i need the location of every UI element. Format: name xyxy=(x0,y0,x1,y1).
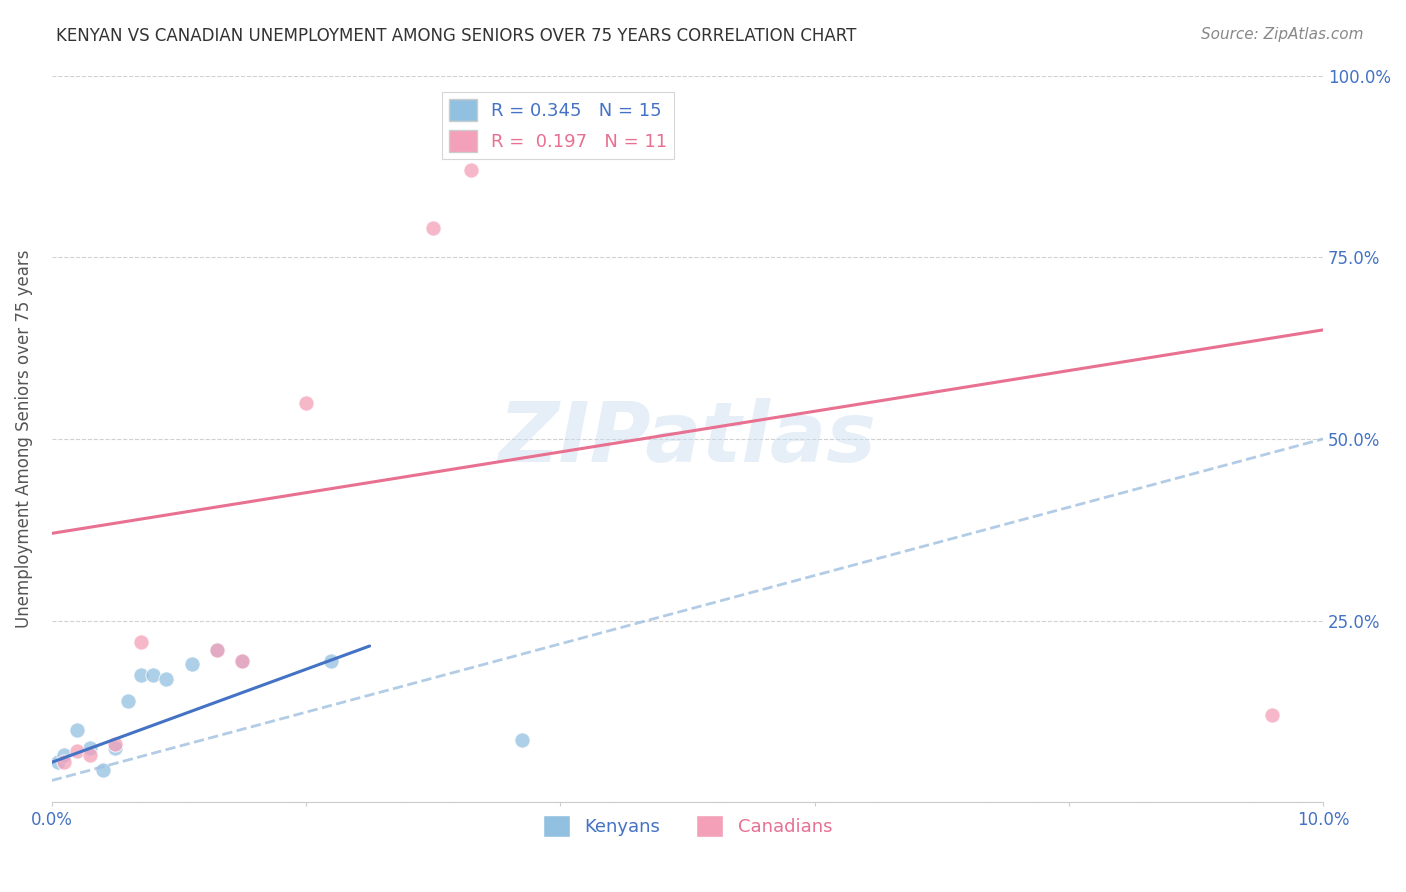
Text: Source: ZipAtlas.com: Source: ZipAtlas.com xyxy=(1201,27,1364,42)
Point xyxy=(66,744,89,758)
Point xyxy=(46,756,69,770)
Point xyxy=(79,740,101,755)
Point xyxy=(460,163,482,178)
Point xyxy=(104,740,127,755)
Point xyxy=(129,668,152,682)
Point xyxy=(53,747,76,762)
Point xyxy=(79,747,101,762)
Text: KENYAN VS CANADIAN UNEMPLOYMENT AMONG SENIORS OVER 75 YEARS CORRELATION CHART: KENYAN VS CANADIAN UNEMPLOYMENT AMONG SE… xyxy=(56,27,856,45)
Point xyxy=(422,221,444,235)
Point xyxy=(104,737,127,751)
Point xyxy=(66,723,89,737)
Point xyxy=(142,668,165,682)
Point xyxy=(510,733,533,747)
Point xyxy=(231,654,253,668)
Y-axis label: Unemployment Among Seniors over 75 years: Unemployment Among Seniors over 75 years xyxy=(15,250,32,628)
Point xyxy=(91,763,114,777)
Point xyxy=(231,654,253,668)
Point xyxy=(1261,708,1284,723)
Text: ZIPatlas: ZIPatlas xyxy=(499,399,876,479)
Point xyxy=(295,395,318,409)
Point xyxy=(155,672,177,686)
Point xyxy=(321,654,343,668)
Point xyxy=(117,693,139,707)
Point xyxy=(53,756,76,770)
Point xyxy=(180,657,202,672)
Point xyxy=(205,642,228,657)
Point xyxy=(205,642,228,657)
Point xyxy=(129,635,152,649)
Legend: Kenyans, Canadians: Kenyans, Canadians xyxy=(536,807,839,844)
